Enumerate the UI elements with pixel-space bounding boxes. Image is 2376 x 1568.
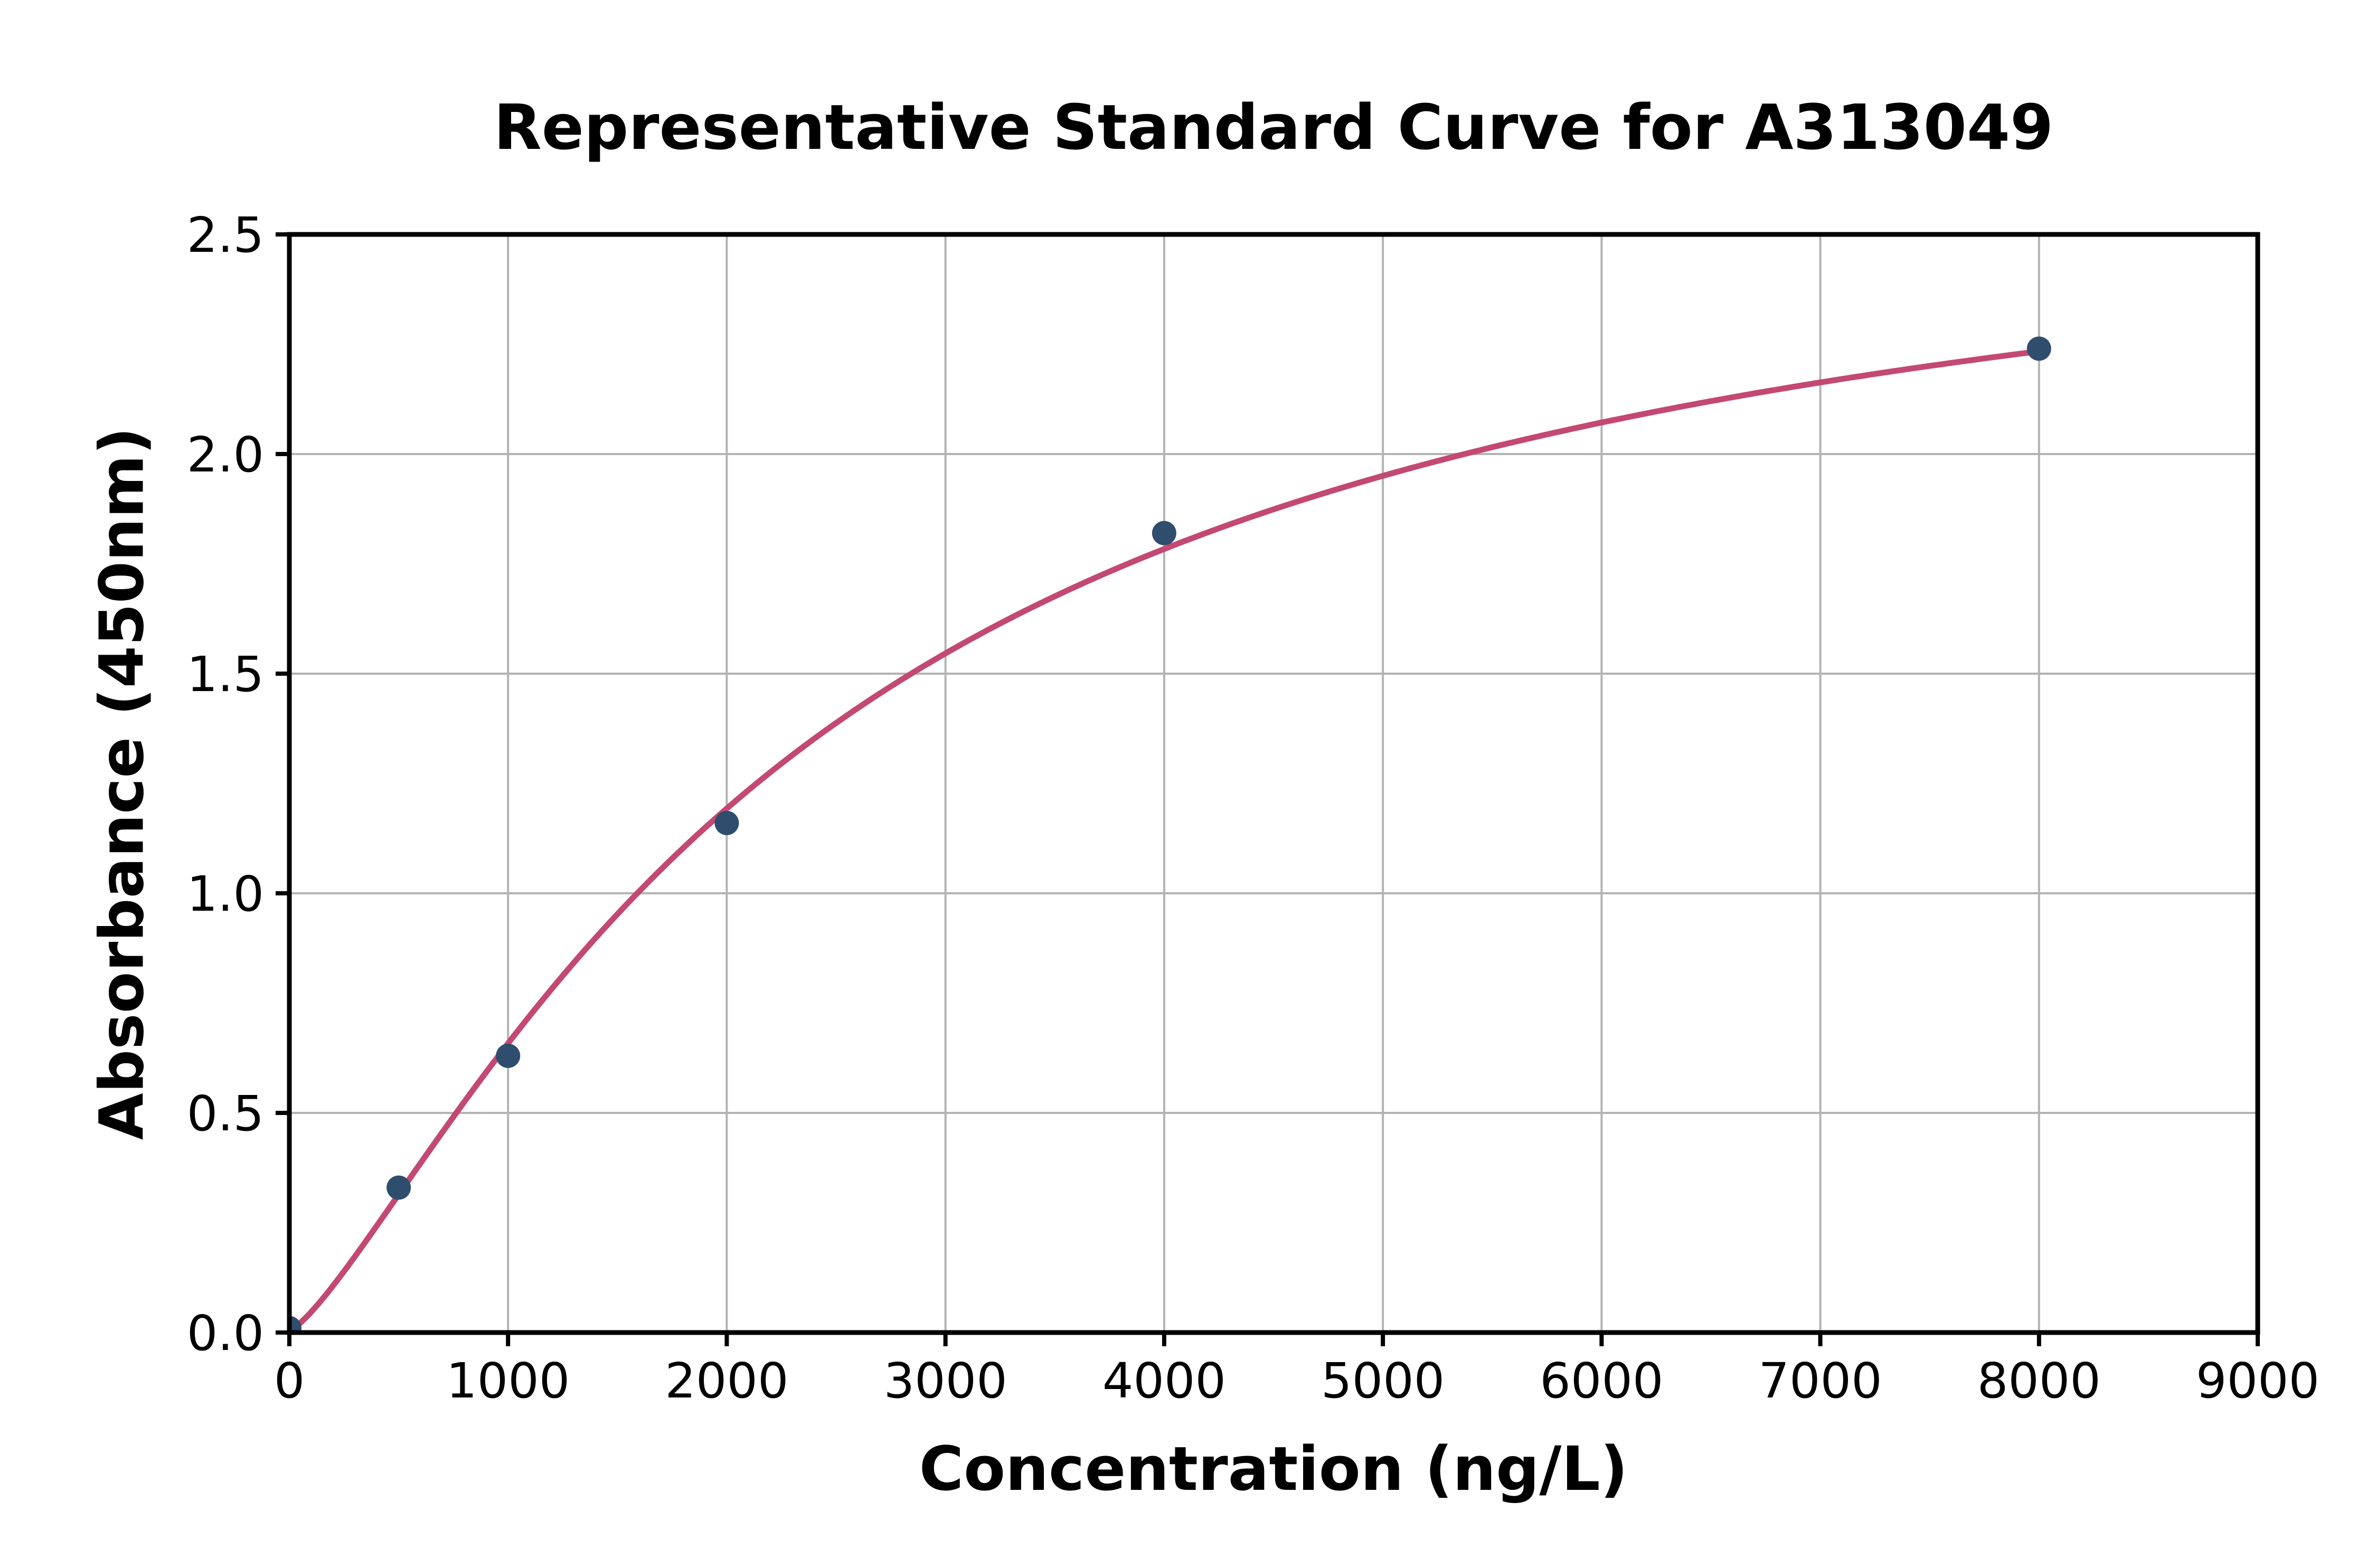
data-point bbox=[2026, 336, 2051, 361]
data-point bbox=[289, 1316, 301, 1333]
y-axis-title: Absorbance (450nm) bbox=[87, 427, 158, 1140]
data-point bbox=[1152, 521, 1176, 545]
data-point bbox=[496, 1043, 521, 1068]
plot-frame bbox=[287, 232, 2260, 1335]
y-tick-label: 1.5 bbox=[187, 646, 264, 703]
data-point bbox=[714, 810, 739, 835]
x-tick-label: 5000 bbox=[1321, 1353, 1445, 1409]
x-tick-label: 2000 bbox=[665, 1353, 788, 1409]
x-tick-label: 8000 bbox=[1977, 1353, 2101, 1409]
x-tick-label: 6000 bbox=[1540, 1353, 1663, 1409]
y-tick-label: 1.0 bbox=[187, 866, 264, 922]
data-point bbox=[386, 1175, 411, 1200]
x-tick-label: 0 bbox=[274, 1353, 305, 1409]
fit-curve bbox=[289, 348, 2040, 1333]
y-tick-label: 2.0 bbox=[187, 427, 264, 483]
chart-title: Representative Standard Curve for A31304… bbox=[493, 91, 2054, 164]
x-tick-label: 9000 bbox=[2196, 1353, 2320, 1409]
x-axis-title: Concentration (ng/L) bbox=[919, 1434, 1628, 1505]
x-tick-label: 3000 bbox=[884, 1353, 1007, 1409]
x-tick-label: 7000 bbox=[1758, 1353, 1882, 1409]
x-tick-label: 4000 bbox=[1102, 1353, 1226, 1409]
y-tick-label: 0.0 bbox=[187, 1305, 264, 1362]
y-tick-label: 0.5 bbox=[187, 1085, 264, 1142]
x-tick-label: 1000 bbox=[446, 1353, 570, 1409]
y-tick-label: 2.5 bbox=[187, 207, 264, 263]
